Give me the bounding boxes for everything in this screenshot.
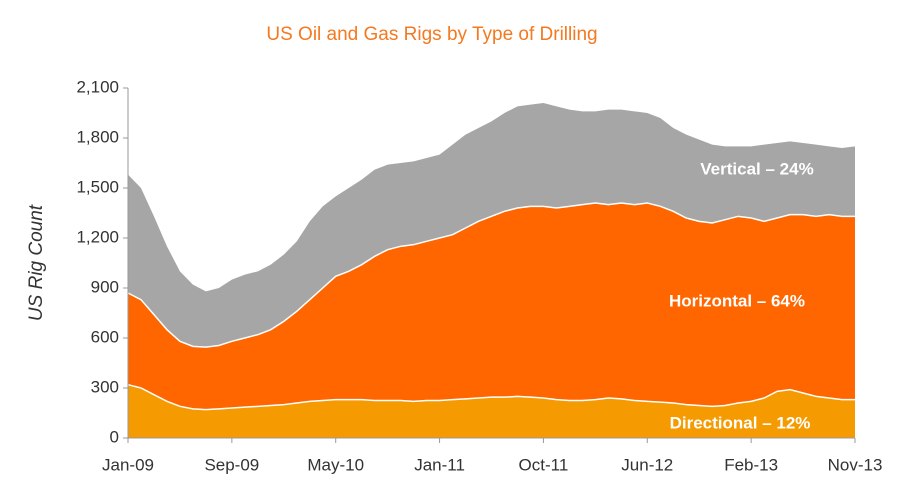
- x-tick-label: Feb-13: [724, 455, 778, 474]
- x-tick-label: Sep-09: [204, 455, 259, 474]
- x-tick-label: Jan-11: [414, 455, 465, 474]
- y-tick-label: 300: [91, 377, 119, 396]
- x-tick-label: Jan-09: [102, 455, 154, 474]
- area: [128, 103, 855, 348]
- y-tick-label: 1,800: [76, 127, 119, 146]
- x-tick-label: Jun-12: [621, 455, 673, 474]
- y-tick-label: 1,200: [76, 227, 119, 246]
- y-axis-label: US Rig Count: [26, 204, 47, 321]
- y-tick-label: 0: [110, 427, 119, 446]
- y-tick-label: 600: [91, 327, 119, 346]
- chart-title: US Oil and Gas Rigs by Type of Drilling: [266, 24, 597, 45]
- area-edge: [127, 202, 855, 348]
- series-label: Vertical – 24%: [700, 159, 813, 178]
- y-tick-label: 2,100: [76, 77, 119, 96]
- x-tick-label: May-10: [307, 455, 364, 474]
- x-tick-label: Nov-13: [828, 455, 883, 474]
- series-label: Horizontal – 64%: [669, 291, 805, 310]
- area-edge: [127, 383, 855, 411]
- x-tick-label: Oct-11: [519, 455, 569, 474]
- y-tick-label: 1,500: [76, 177, 119, 196]
- area: [128, 203, 855, 410]
- area: [128, 384, 855, 438]
- y-tick-label: 900: [91, 277, 119, 296]
- series-label: Directional – 12%: [670, 413, 811, 432]
